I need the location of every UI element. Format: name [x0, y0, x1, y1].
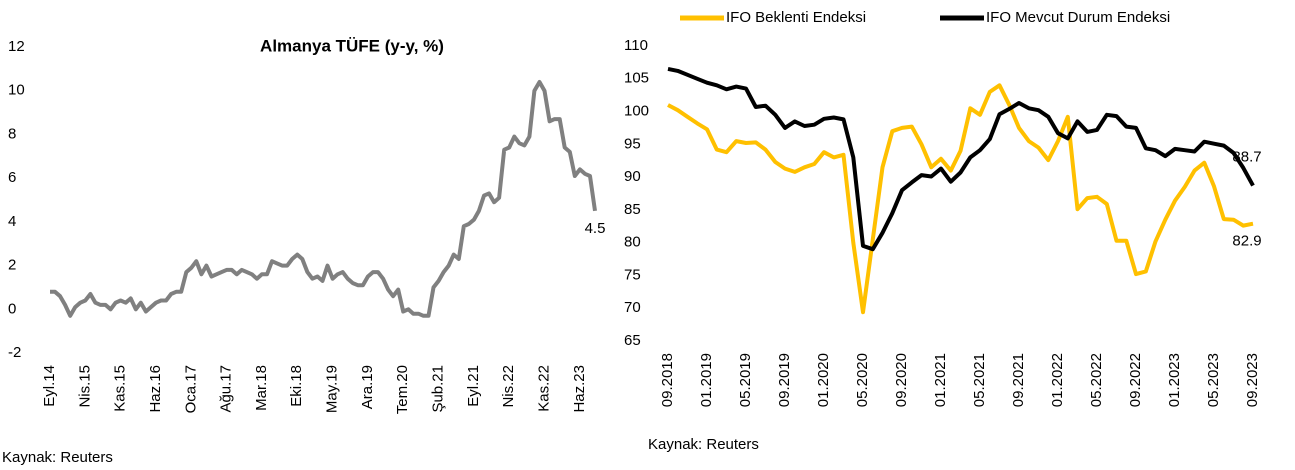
data-label: 88.7: [1232, 149, 1261, 166]
x-tick-label: Eyl.21: [465, 365, 482, 407]
y-tick-label: 95: [624, 135, 641, 152]
y-tick-label: 80: [624, 234, 641, 251]
x-tick-label: 05.2023: [1205, 353, 1222, 407]
x-tick-label: 05.2019: [737, 353, 754, 407]
x-tick-label: 09.2022: [1127, 353, 1144, 407]
x-tick-label: Haz.23: [571, 365, 588, 413]
x-tick-label: 05.2021: [971, 353, 988, 407]
y-tick-label: 110: [624, 37, 648, 54]
x-tick-label: 05.2020: [854, 353, 871, 407]
x-tick-label: Eyl.14: [41, 365, 58, 407]
x-tick-label: 01.2021: [932, 353, 949, 407]
x-tick-label: Şub.21: [430, 365, 447, 413]
x-tick-label: May.19: [324, 365, 341, 413]
legend-label: IFO Beklenti Endeksi: [726, 9, 866, 26]
data-label: 4.5: [585, 220, 606, 237]
source-note: Kaynak: Reuters: [648, 436, 759, 453]
x-tick-label: Mar.18: [253, 365, 270, 411]
source-note: Kaynak: Reuters: [2, 449, 113, 466]
x-tick-label: Kas.15: [112, 365, 129, 412]
x-tick-label: 09.2023: [1244, 353, 1261, 407]
y-tick-label: 8: [8, 125, 16, 142]
y-tick-label: 6: [8, 169, 16, 186]
x-tick-label: 09.2020: [893, 353, 910, 407]
y-tick-label: 65: [624, 332, 641, 349]
line-series: [50, 80, 597, 318]
y-tick-label: 0: [8, 300, 16, 317]
y-tick-label: 2: [8, 257, 16, 274]
x-tick-label: Ara.19: [359, 365, 376, 409]
x-tick-label: Nis.22: [500, 365, 517, 408]
y-tick-label: 70: [624, 299, 641, 316]
x-tick-label: 09.2021: [1010, 353, 1027, 407]
x-tick-label: 05.2022: [1088, 353, 1105, 407]
x-tick-label: Oca.17: [182, 365, 199, 413]
y-tick-label: 100: [624, 103, 649, 120]
x-tick-label: Tem.20: [394, 365, 411, 414]
x-tick-label: Ağu.17: [218, 365, 235, 413]
y-tick-label: 4: [8, 213, 16, 230]
x-tick-label: 01.2023: [1166, 353, 1183, 407]
y-tick-label: 10: [8, 82, 25, 99]
x-tick-label: Nis.15: [76, 365, 93, 408]
x-tick-label: 01.2020: [815, 353, 832, 407]
legend-label: IFO Mevcut Durum Endeksi: [986, 9, 1170, 26]
chart-title: Almanya TÜFE (y-y, %): [260, 36, 444, 55]
y-tick-label: 90: [624, 168, 641, 185]
y-tick-label: 105: [624, 70, 649, 87]
data-label: 82.9: [1232, 233, 1261, 250]
y-tick-label: 75: [624, 266, 641, 283]
x-tick-label: Eki.18: [288, 365, 305, 407]
x-tick-label: 09.2019: [776, 353, 793, 407]
y-tick-label: 12: [8, 38, 25, 55]
x-tick-label: 01.2022: [1049, 353, 1066, 407]
x-tick-label: 09.2018: [659, 353, 676, 407]
x-tick-label: 01.2019: [698, 353, 715, 407]
x-tick-label: Kas.22: [536, 365, 553, 412]
x-tick-label: Haz.16: [147, 365, 164, 413]
line-series: [667, 66, 1255, 252]
y-tick-label: 85: [624, 201, 641, 218]
line-series: [667, 83, 1254, 315]
y-tick-label: -2: [8, 344, 21, 361]
